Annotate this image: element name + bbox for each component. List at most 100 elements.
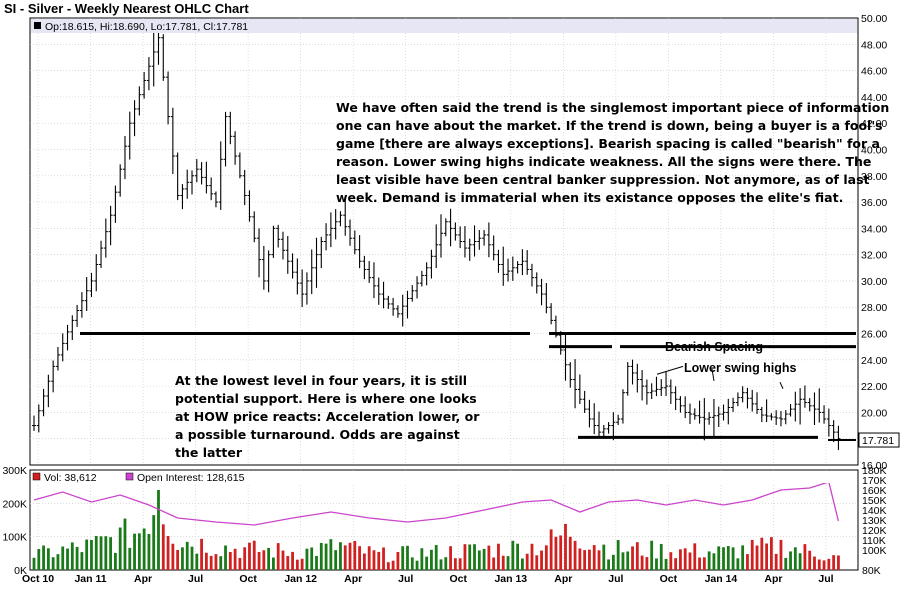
volume-bar [798, 553, 802, 570]
volume-bar [32, 557, 36, 570]
volume-bar [755, 545, 759, 570]
time-tick-label: Apr [134, 573, 152, 585]
volume-bar [391, 560, 395, 570]
volume-bar [152, 515, 156, 570]
lower-swing-highs-label: Lower swing highs [684, 361, 797, 375]
volume-bar [544, 545, 548, 570]
last-price-label: 17.781 [862, 435, 894, 447]
bearish-spacing-label: Bearish Spacing [665, 340, 763, 354]
volume-bar [511, 540, 515, 570]
price-tick-label: 42.00 [861, 118, 887, 130]
volume-bar [185, 541, 189, 570]
volume-bar [679, 549, 682, 570]
volume-bar [631, 546, 634, 570]
volume-bar [506, 556, 510, 570]
volume-bar [224, 545, 227, 570]
volume-bar [659, 543, 663, 570]
volume-bar [717, 546, 721, 570]
volume-bar [779, 539, 783, 570]
volume-bar [228, 551, 232, 570]
volume-bar [535, 555, 539, 570]
volume-bar [257, 551, 261, 570]
volume-bar [123, 518, 127, 570]
volume-bar [626, 551, 630, 570]
volume-bar [449, 546, 452, 570]
oi-tick-label: 80K [862, 565, 881, 577]
volume-bar [832, 555, 836, 570]
volume-bar [789, 551, 792, 570]
price-tick-label: 50.00 [861, 13, 887, 25]
volume-bar [142, 528, 146, 570]
volume-bar [137, 533, 141, 570]
volume-bar [434, 545, 438, 570]
volume-bar [616, 540, 620, 570]
volume-bar [420, 548, 424, 570]
time-tick-label: Jan 12 [284, 573, 317, 585]
volume-bar [401, 546, 405, 570]
volume-bar [94, 535, 98, 570]
annotation-line: least visible have been central banker s… [336, 172, 870, 187]
oi-tick-label: 170K [862, 475, 887, 487]
volume-bar [635, 542, 639, 570]
time-tick-label: Apr [554, 573, 572, 585]
volume-bar [272, 557, 275, 570]
swing-high-pointer [711, 368, 715, 381]
volume-bar [669, 552, 673, 570]
volume-bar [698, 557, 701, 570]
oi-legend-swatch [125, 472, 134, 481]
volume-bar [746, 554, 749, 570]
ohlc-header-marker [34, 22, 41, 29]
volume-bar [276, 543, 280, 570]
volume-bar [525, 553, 529, 570]
annotation-line: At the lowest level in four years, it is… [175, 373, 468, 388]
volume-bar [607, 559, 610, 570]
volume-bar [190, 546, 194, 570]
volume-bar [300, 558, 304, 570]
volume-bar [808, 550, 812, 570]
volume-bar [358, 546, 361, 570]
volume-bar [367, 546, 371, 570]
volume-bar [741, 545, 745, 570]
volume-bar [310, 547, 314, 570]
volume-bar [425, 556, 429, 570]
volume-bar [554, 536, 558, 570]
volume-bar [46, 548, 50, 570]
volume-bar [674, 558, 678, 570]
oi-tick-label: 130K [862, 515, 887, 527]
volume-bar [645, 557, 649, 570]
annotation-line: reason. Lower swing highs indicate weakn… [336, 154, 872, 169]
price-tick-label: 30.00 [861, 276, 887, 288]
volume-bar [564, 523, 567, 570]
volume-bar [501, 555, 505, 570]
volume-bar [334, 550, 338, 570]
volume-legend-label: Vol: 38,612 [44, 472, 97, 484]
time-tick-label: Oct 10 [22, 573, 54, 585]
time-tick-label: Jul [818, 573, 833, 585]
volume-bar [521, 558, 524, 570]
annotation-line: week. Demand is immaterial when its exis… [336, 190, 844, 205]
volume-bar [372, 550, 376, 570]
volume-bar [75, 546, 79, 570]
volume-bar [597, 550, 601, 570]
volume-bar [722, 547, 725, 570]
volume-bar [348, 542, 352, 570]
price-tick-label: 16.00 [861, 460, 887, 472]
volume-bar [813, 556, 816, 570]
volume-bar [793, 547, 797, 570]
volume-bar [611, 554, 615, 570]
volume-bar [51, 557, 55, 570]
volume-bar [731, 547, 735, 570]
price-tick-label: 48.00 [861, 39, 887, 51]
volume-bar [80, 552, 84, 570]
price-tick-label: 40.00 [861, 144, 887, 156]
oi-tick-label: 120K [862, 525, 887, 537]
volume-bar [238, 557, 242, 570]
volume-bar [243, 547, 247, 570]
volume-bar [549, 529, 553, 570]
volume-tick-label: 100K [2, 532, 27, 544]
oi-tick-label: 180K [862, 465, 887, 477]
volume-bar [736, 558, 740, 570]
volume-bar [726, 546, 730, 570]
